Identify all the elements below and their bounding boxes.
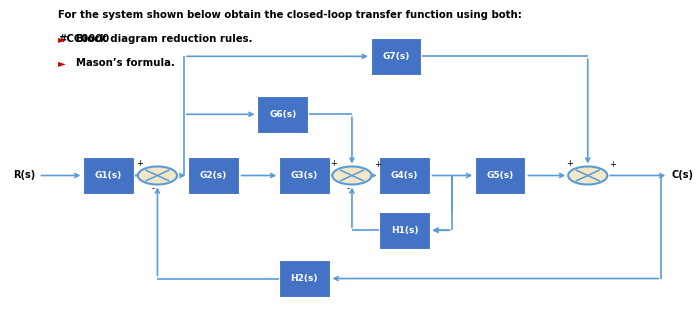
Text: G6(s): G6(s) <box>269 110 296 119</box>
Text: R(s): R(s) <box>13 170 35 181</box>
FancyBboxPatch shape <box>279 157 330 194</box>
Text: +: + <box>374 160 381 169</box>
Text: #CC0000: #CC0000 <box>58 34 109 44</box>
Text: G3(s): G3(s) <box>290 171 318 180</box>
FancyBboxPatch shape <box>188 157 239 194</box>
FancyBboxPatch shape <box>83 157 134 194</box>
Text: +: + <box>330 159 337 168</box>
Text: For the system shown below obtain the closed-loop transfer function using both:: For the system shown below obtain the cl… <box>58 10 522 20</box>
Text: G2(s): G2(s) <box>199 171 227 180</box>
Text: +: + <box>566 159 573 168</box>
Text: H2(s): H2(s) <box>290 274 318 283</box>
Text: ►: ► <box>58 58 66 68</box>
Text: G5(s): G5(s) <box>486 171 514 180</box>
Text: H1(s): H1(s) <box>391 226 418 235</box>
FancyBboxPatch shape <box>279 260 330 297</box>
FancyBboxPatch shape <box>371 38 421 75</box>
Text: C(s): C(s) <box>672 170 694 181</box>
FancyBboxPatch shape <box>475 157 526 194</box>
FancyBboxPatch shape <box>379 212 430 249</box>
Text: -: - <box>152 184 155 193</box>
Text: ►: ► <box>58 34 66 44</box>
Text: +: + <box>136 159 143 168</box>
Text: Mason’s formula.: Mason’s formula. <box>76 58 174 68</box>
Text: +: + <box>610 160 617 169</box>
FancyBboxPatch shape <box>379 157 430 194</box>
Text: -: - <box>346 184 349 193</box>
Text: G4(s): G4(s) <box>391 171 418 180</box>
FancyBboxPatch shape <box>258 96 308 133</box>
Text: G7(s): G7(s) <box>382 52 410 61</box>
Circle shape <box>332 166 372 185</box>
Circle shape <box>568 166 608 185</box>
Text: Block diagram reduction rules.: Block diagram reduction rules. <box>76 34 252 44</box>
Circle shape <box>138 166 177 185</box>
Text: G1(s): G1(s) <box>94 171 122 180</box>
